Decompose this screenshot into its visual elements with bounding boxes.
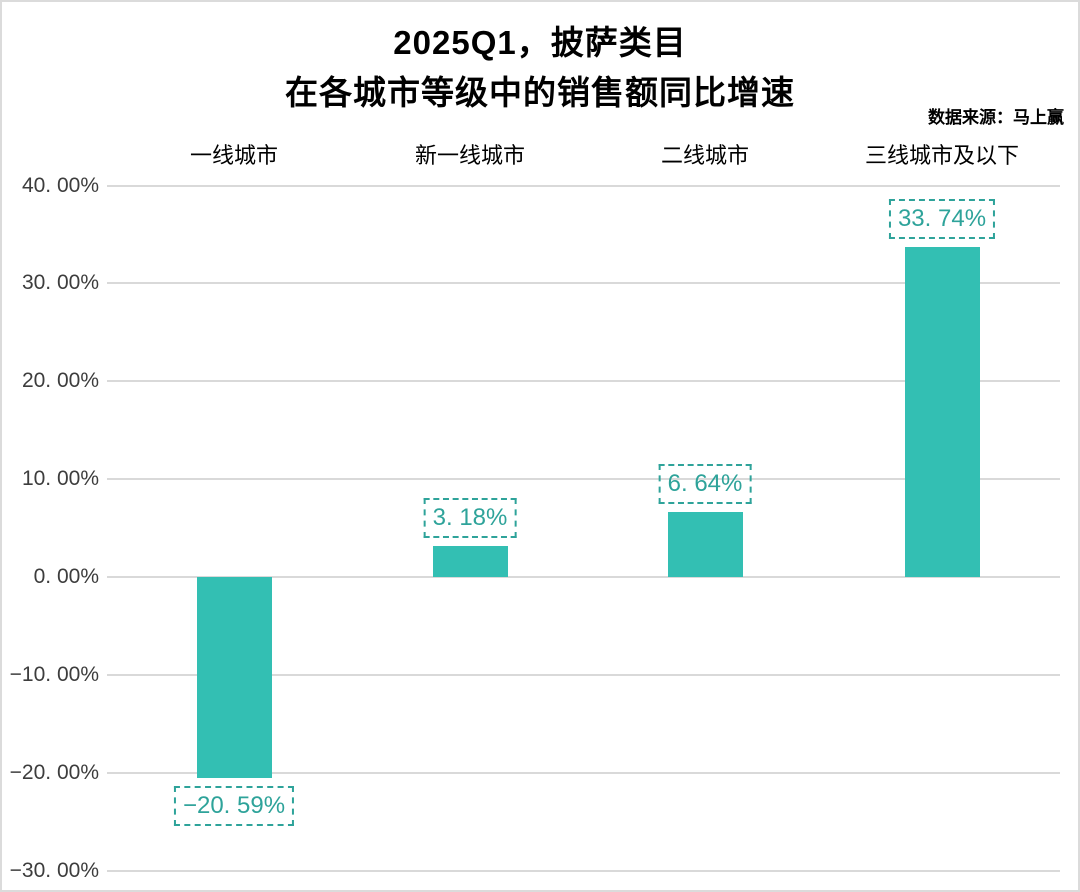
y-tick-label-neg30: −30. 00% (9, 858, 99, 882)
gridline-neg20 (107, 771, 1060, 774)
category-label-tier3-below: 三线城市及以下 (864, 143, 1020, 168)
y-tick-label-20: 20. 00% (21, 369, 99, 393)
gridline-30 (107, 282, 1060, 285)
y-tick-label-0: 0. 00% (33, 565, 99, 588)
category-label-new-tier1: 新一线城市 (414, 143, 526, 168)
category-label-tier2: 二线城市 (660, 143, 750, 168)
gridline-10 (107, 478, 1060, 481)
gridline-40 (107, 184, 1060, 187)
value-label-tier2[interactable]: 6. 64% (658, 464, 752, 505)
value-label-tier1[interactable]: −20. 59% (173, 786, 295, 827)
gridline-neg30 (107, 869, 1060, 872)
gridline-20 (107, 380, 1060, 383)
chart-title-line1: 2025Q1，披萨类目 (393, 24, 687, 61)
bar-new-tier1[interactable] (432, 545, 508, 577)
value-label-tier3-below[interactable]: 33. 74% (888, 198, 996, 239)
bar-tier2[interactable] (667, 512, 743, 577)
y-tick-label-10: 10. 00% (21, 467, 99, 491)
bar-tier1[interactable] (196, 577, 272, 779)
value-label-new-tier1[interactable]: 3. 18% (423, 497, 517, 538)
y-tick-label-30: 30. 00% (21, 271, 99, 295)
chart-title-line2: 在各城市等级中的销售额同比增速 (285, 74, 795, 111)
bar-tier3-below[interactable] (904, 246, 980, 577)
gridline-0 (107, 576, 1060, 578)
category-label-tier1: 一线城市 (189, 143, 279, 168)
data-source-note: 数据来源：马上赢 (928, 108, 1064, 127)
gridline-neg10 (107, 673, 1060, 676)
chart-title: 2025Q1，披萨类目 在各城市等级中的销售额同比增速 (2, 18, 1078, 118)
y-tick-label-neg10: −10. 00% (9, 662, 99, 686)
y-tick-label-40: 40. 00% (21, 173, 99, 197)
y-tick-label-neg20: −20. 00% (9, 760, 99, 784)
